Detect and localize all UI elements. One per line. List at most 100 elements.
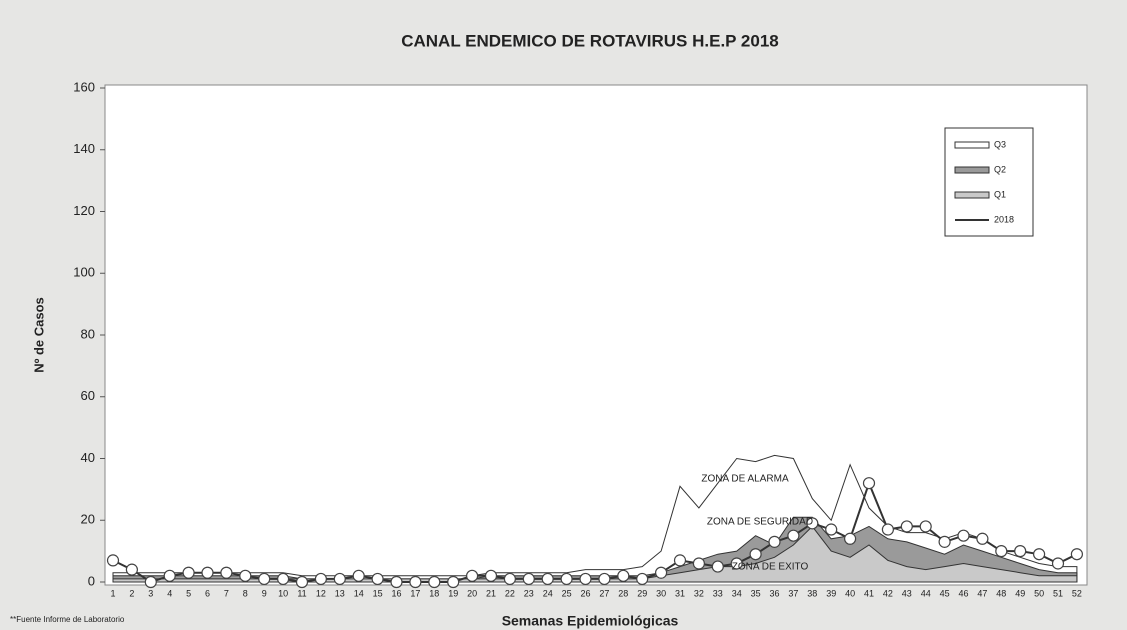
x-tick-label: 20	[467, 588, 477, 598]
point	[484, 569, 498, 582]
point	[862, 477, 876, 490]
x-tick-label: 23	[524, 588, 534, 598]
point	[503, 572, 516, 586]
y-tick-label: 0	[88, 573, 95, 588]
point	[1051, 557, 1065, 570]
point	[636, 572, 649, 586]
point	[125, 563, 138, 576]
annotation: ZONA DE SEGURIDAD	[707, 517, 813, 528]
plot-area	[104, 84, 1088, 586]
x-tick-label: 21	[486, 588, 496, 598]
point	[995, 545, 1008, 558]
point	[106, 554, 120, 567]
x-axis-label: Semanas Epidemiológicas	[502, 613, 679, 629]
x-tick-label: 30	[656, 588, 666, 598]
point	[409, 575, 422, 589]
x-tick-label: 31	[675, 588, 685, 598]
point	[957, 529, 970, 542]
x-tick-label: 4	[167, 588, 172, 598]
x-tick-label: 5	[186, 588, 191, 598]
x-tick-label: 17	[410, 588, 420, 598]
x-tick-label: 40	[845, 588, 855, 598]
point	[900, 520, 913, 533]
chart-title: CANAL ENDEMICO DE ROTAVIRUS H.E.P 2018	[401, 31, 779, 50]
x-tick-label: 1	[110, 588, 115, 598]
x-tick-label: 22	[505, 588, 515, 598]
x-tick-label: 37	[788, 588, 798, 598]
point	[654, 566, 668, 579]
point	[314, 572, 327, 586]
x-tick-label: 16	[391, 588, 401, 598]
point	[881, 523, 895, 536]
point	[825, 523, 838, 536]
x-tick-label: 24	[543, 588, 553, 598]
x-tick-label: 19	[448, 588, 458, 598]
x-tick-label: 3	[148, 588, 153, 598]
point	[541, 572, 554, 586]
legend-swatch	[954, 191, 990, 199]
x-tick-label: 49	[1015, 588, 1025, 598]
point	[352, 569, 365, 582]
x-tick-label: 41	[864, 588, 874, 598]
y-tick-label: 40	[81, 450, 95, 465]
point	[258, 572, 271, 586]
x-tick-label: 14	[354, 588, 364, 598]
point	[749, 548, 762, 561]
x-tick-label: 11	[297, 588, 306, 598]
annotation: ZONA DE EXITO	[732, 562, 809, 573]
y-tick-label: 140	[73, 141, 95, 156]
x-tick-label: 35	[751, 588, 761, 598]
legend-label: Q1	[994, 189, 1006, 199]
point	[768, 535, 781, 548]
y-tick-label: 60	[81, 388, 95, 403]
x-tick-label: 52	[1072, 588, 1082, 598]
point	[919, 520, 932, 533]
point	[182, 566, 195, 579]
x-tick-label: 34	[732, 588, 742, 598]
point	[673, 554, 687, 567]
x-tick-label: 45	[940, 588, 950, 598]
x-tick-label: 13	[335, 588, 345, 598]
y-tick-label: 120	[73, 203, 95, 218]
x-tick-label: 32	[694, 588, 704, 598]
x-tick-label: 36	[769, 588, 779, 598]
x-tick-label: 39	[826, 588, 836, 598]
point	[390, 575, 403, 589]
legend-label: Q2	[994, 164, 1006, 174]
x-tick-label: 7	[224, 588, 229, 598]
annotation: ZONA DE ALARMA	[701, 474, 789, 485]
point	[843, 532, 857, 545]
y-tick-label: 100	[73, 265, 95, 280]
footnote: **Fuente Informe de Laboratorio	[10, 615, 125, 624]
legend-label: 2018	[994, 214, 1014, 224]
point	[522, 572, 535, 586]
x-tick-label: 43	[902, 588, 912, 598]
x-tick-label: 47	[977, 588, 987, 598]
point	[201, 566, 214, 579]
point	[976, 532, 989, 545]
x-tick-label: 50	[1034, 588, 1044, 598]
point	[692, 557, 706, 570]
point	[938, 535, 951, 548]
point	[163, 569, 176, 582]
x-tick-label: 48	[996, 588, 1006, 598]
point	[598, 572, 611, 586]
legend-label: Q3	[994, 139, 1006, 149]
point	[560, 572, 573, 586]
point	[579, 572, 592, 586]
x-tick-label: 51	[1053, 588, 1063, 598]
point	[277, 572, 290, 586]
x-tick-label: 8	[243, 588, 248, 598]
point	[295, 575, 309, 589]
x-tick-label: 2	[129, 588, 134, 598]
x-tick-label: 9	[262, 588, 267, 598]
x-tick-label: 26	[580, 588, 590, 598]
x-tick-label: 15	[373, 588, 383, 598]
point	[787, 529, 800, 542]
x-tick-label: 27	[599, 588, 609, 598]
y-tick-label: 80	[81, 326, 95, 341]
x-tick-label: 33	[713, 588, 723, 598]
legend-swatch	[954, 141, 990, 149]
point	[144, 575, 157, 589]
point	[730, 557, 743, 570]
